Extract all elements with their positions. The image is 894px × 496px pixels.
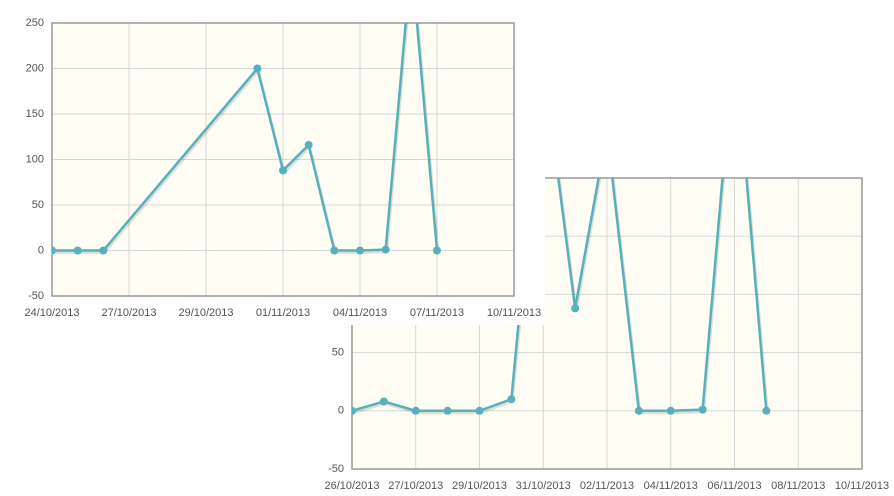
y-tick-label: -50 [328,463,344,475]
x-tick-label: 24/10/2013 [24,307,79,319]
x-tick-label: 26/10/2013 [324,480,379,492]
x-tick-label: 31/10/2013 [516,480,571,492]
y-tick-label: 50 [332,347,344,359]
x-tick-label: 27/10/2013 [101,307,156,319]
point [279,166,287,175]
point [762,406,771,415]
x-tick-label: 29/10/2013 [178,307,233,319]
point [52,246,56,255]
point [379,397,388,406]
y-tick-label: 250 [26,17,44,29]
y-tick-label: -50 [28,290,44,302]
point [304,140,313,149]
point [698,405,707,414]
point [352,406,356,415]
y-tick-label: 150 [26,108,44,120]
x-tick-label: 01/11/2013 [256,307,310,319]
x-tick-label: 10/11/2013 [487,307,541,319]
series [52,23,441,255]
point [443,406,452,415]
point [433,246,441,255]
point [666,406,675,415]
x-tick-label: 04/11/2013 [644,480,698,492]
point [571,304,580,313]
series [352,178,771,415]
point [411,406,420,415]
y-tick-label: 200 [26,62,44,74]
point [99,246,108,255]
y-tick-label: 50 [32,199,44,211]
x-tick-label: 07/11/2013 [410,307,464,319]
line [352,178,768,413]
x-tick-label: 10/11/2013 [835,480,889,492]
point [381,245,390,254]
chart: -50 0 50 100 150 200 250 24/10/2013 27/10/2013 29… [0,0,545,325]
x-tick-label: 02/11/2013 [580,480,634,492]
point [253,64,262,73]
x-tick-label: 08/11/2013 [771,480,825,492]
x-tick-label: 29/10/2013 [452,480,507,492]
point [330,246,339,255]
x-tick-label: 27/10/2013 [388,480,443,492]
point [507,395,516,404]
y-tick-label: 0 [338,405,344,417]
point [475,406,484,415]
point [634,406,643,415]
plot-border [51,22,515,297]
point [356,246,364,255]
x-tick-label: 06/11/2013 [707,480,761,492]
point [73,246,82,255]
y-tick-label: 100 [26,153,44,165]
y-tick-label: 0 [38,244,44,256]
x-tick-label: 04/11/2013 [333,307,387,319]
